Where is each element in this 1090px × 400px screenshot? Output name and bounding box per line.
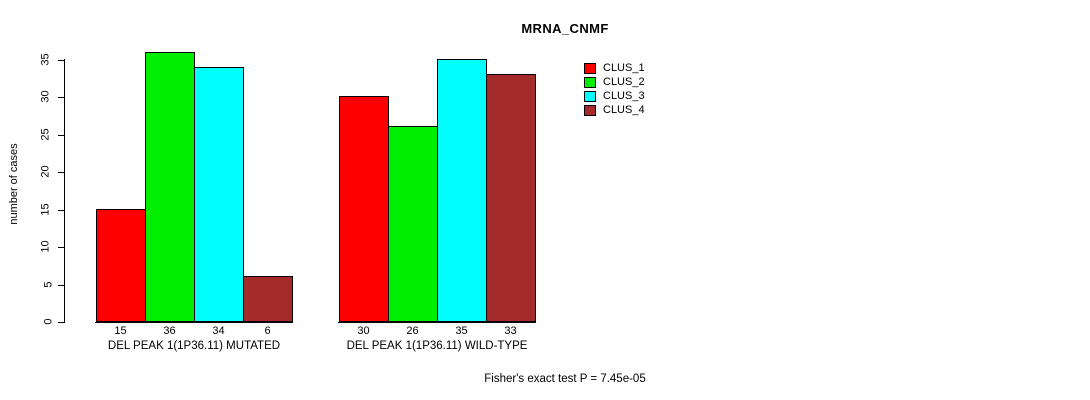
y-axis-tick-label: 30 — [0, 90, 52, 104]
bar-value-label: 30 — [357, 325, 370, 337]
y-axis-tick — [58, 134, 65, 136]
footer-annotation-text: Fisher's exact test P = 7.45e-05 — [484, 373, 646, 385]
footer-annotation: Fisher's exact test P = 7.45e-05 — [0, 373, 1090, 385]
bar-value-label: 35 — [455, 325, 468, 337]
y-axis-tick — [58, 209, 65, 211]
y-axis-tick — [58, 247, 65, 249]
chart-title-text: MRNA_CNMF — [521, 21, 609, 36]
y-axis-title: number of cases — [8, 143, 20, 225]
group-axis-label: DEL PEAK 1(1P36.11) WILD-TYPE — [346, 340, 528, 352]
y-axis-tick — [58, 172, 65, 174]
bar[interactable] — [486, 73, 536, 322]
legend-item-label: CLUS_3 — [603, 90, 645, 102]
legend-color-swatch-icon — [584, 77, 596, 88]
bar-value-label: 34 — [212, 325, 225, 337]
y-axis-tick — [58, 60, 65, 61]
bar[interactable] — [194, 66, 244, 322]
bar-value-label: 33 — [504, 325, 517, 337]
bar[interactable] — [437, 59, 487, 322]
y-axis-tick-label: 25 — [0, 128, 52, 141]
chart-title: MRNA_CNMF — [0, 21, 1090, 36]
bar-value-label: 26 — [406, 325, 419, 337]
legend-item-label: CLUS_2 — [603, 76, 645, 88]
y-axis-tick-label-text: 0 — [42, 318, 55, 325]
y-axis-tick-label-text: 25 — [39, 128, 52, 141]
legend-color-swatch-icon — [584, 63, 596, 74]
bar[interactable] — [388, 126, 438, 322]
y-axis-tick-label: 15 — [0, 203, 52, 216]
group-baseline — [338, 322, 536, 323]
y-axis-tick-label: 20 — [0, 165, 52, 178]
y-axis-tick-label: 10 — [0, 240, 52, 253]
y-axis-tick — [58, 97, 65, 99]
y-axis-tick-label-text: 15 — [39, 203, 52, 216]
y-axis-tick-label: 35 — [0, 53, 52, 66]
bar-value-label: 15 — [114, 325, 127, 337]
group-baseline — [95, 322, 293, 323]
y-axis-line — [64, 59, 65, 323]
y-axis-tick — [58, 284, 65, 286]
bar[interactable] — [339, 96, 389, 322]
y-axis-tick-label-text: 20 — [39, 165, 52, 178]
bar[interactable] — [243, 276, 293, 322]
legend-item-label: CLUS_1 — [603, 62, 645, 74]
y-axis-tick-label-text: 35 — [39, 53, 52, 66]
bar[interactable] — [145, 51, 195, 322]
legend-color-swatch-icon — [584, 105, 596, 116]
legend-item-label: CLUS_4 — [603, 104, 645, 116]
y-axis-tick-label: 5 — [0, 279, 55, 290]
y-axis-tick-label-text: 10 — [39, 240, 52, 253]
y-axis-tick — [58, 322, 65, 323]
group-axis-label: DEL PEAK 1(1P36.11) MUTATED — [107, 340, 281, 352]
y-axis-tick-label: 0 — [0, 316, 55, 327]
y-axis-tick-label-text: 30 — [39, 90, 52, 104]
bar-value-label: 6 — [264, 325, 271, 337]
y-axis-tick-label-text: 5 — [42, 281, 55, 288]
legend-color-swatch-icon — [584, 91, 596, 102]
bar[interactable] — [96, 208, 146, 322]
bar-value-label: 36 — [163, 325, 176, 337]
